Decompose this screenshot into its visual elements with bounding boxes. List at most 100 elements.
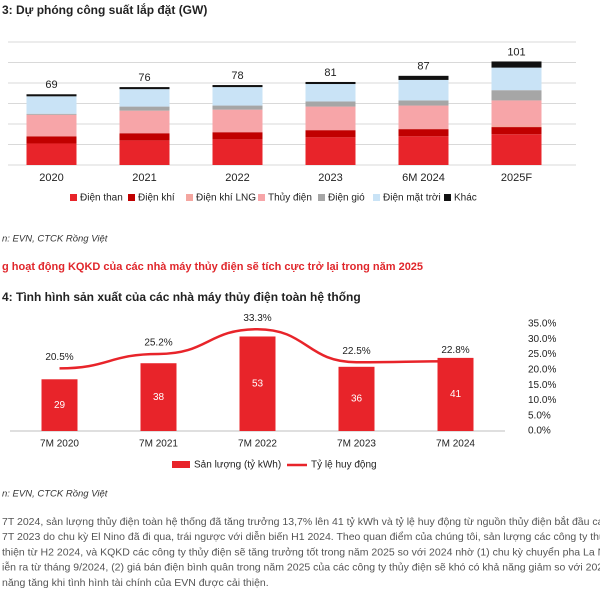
legend-label: Thủy điện: [268, 192, 312, 204]
legend-swatch: [373, 194, 380, 201]
x-tick-label: 2020: [39, 172, 63, 184]
paragraph-line: năng tăng khi tình hình tài chính của EV…: [2, 577, 269, 589]
y2-tick-label: 25.0%: [528, 349, 556, 360]
bar-segment: [491, 134, 542, 165]
x-tick-label: 7M 2020: [40, 439, 79, 450]
bar: [239, 336, 276, 431]
bar-segment: [491, 125, 542, 128]
x-tick-label: 2025F: [501, 172, 532, 184]
legend-swatch: [444, 194, 451, 201]
legend-label: Điện than: [80, 193, 123, 204]
legend-label: Điện khí: [138, 193, 175, 204]
x-tick-label: 7M 2021: [139, 439, 178, 450]
bar-segment: [119, 133, 170, 141]
bar-segment: [212, 109, 263, 133]
paragraph-line: thiện từ H2 2024, và KQKD các công ty th…: [2, 546, 600, 558]
bar-segment: [398, 129, 449, 137]
x-tick-label: 7M 2023: [337, 439, 376, 450]
paragraph-line: 7T 2023 do chu kỳ El Nino đã đi qua, trá…: [2, 530, 600, 543]
chart-title: 4: Tình hình sản xuất của các nhà máy th…: [2, 290, 361, 304]
bar: [437, 357, 474, 431]
total-label: 76: [138, 72, 150, 84]
bar-segment: [212, 87, 263, 106]
x-tick-label: 6M 2024: [402, 172, 445, 184]
line-label: 25.2%: [144, 338, 172, 349]
bar-segment: [26, 143, 77, 165]
bar-label: 53: [252, 378, 264, 389]
bar-segment: [398, 136, 449, 165]
bar: [338, 366, 375, 431]
legend-swatch: [128, 194, 135, 201]
bar-segment: [26, 136, 77, 144]
x-tick-label: 2023: [318, 172, 342, 184]
bar-segment: [119, 89, 170, 107]
legend-label: Điện mặt trời: [383, 193, 441, 204]
bar-segment: [491, 90, 542, 101]
paragraph-line: 7T 2024, sản lượng thủy điện toàn hệ thố…: [2, 515, 600, 528]
bar-segment: [26, 96, 77, 114]
bar-segment: [491, 127, 542, 135]
line-label: 22.8%: [441, 345, 469, 356]
bar-segment: [119, 140, 170, 165]
total-label: 69: [45, 79, 57, 91]
bar-segment: [305, 106, 356, 131]
bar-segment: [398, 100, 449, 106]
bar-label: 41: [450, 389, 462, 400]
x-tick-label: 2022: [225, 172, 249, 184]
legend-swatch: [258, 194, 265, 201]
bar-segment: [26, 113, 77, 115]
paragraph-line: iễn ra từ tháng 9/2024, (2) giá bán điện…: [2, 561, 600, 574]
bar-label: 29: [54, 400, 66, 411]
legend-label: Khác: [454, 193, 477, 204]
bar-segment: [305, 130, 356, 138]
legend-swatch: [186, 194, 193, 201]
line-label: 20.5%: [45, 352, 73, 363]
bar-segment: [26, 94, 77, 97]
y2-tick-label: 20.0%: [528, 364, 556, 375]
legend-label: Điện gió: [328, 193, 365, 204]
legend-label: Tỷ lệ huy động: [311, 459, 377, 471]
bar-label: 36: [351, 394, 363, 405]
bar: [140, 363, 177, 431]
total-label: 101: [507, 46, 525, 58]
bar-segment: [305, 137, 356, 165]
bar-segment: [305, 101, 356, 107]
y2-tick-label: 35.0%: [528, 319, 556, 330]
bar-label: 38: [153, 392, 165, 403]
bar-segment: [398, 105, 449, 130]
bar-segment: [119, 87, 170, 90]
legend-swatch: [70, 194, 77, 201]
legend-swatch: [318, 194, 325, 201]
y2-tick-label: 0.0%: [528, 426, 551, 437]
bar-segment: [119, 106, 170, 111]
chart-title: 3: Dự phóng công suất lắp đặt (GW): [2, 2, 207, 17]
bar: [41, 379, 78, 431]
bar-segment: [491, 67, 542, 91]
total-label: 81: [324, 67, 336, 79]
bar-segment: [305, 81, 356, 85]
bar-segment: [212, 105, 263, 110]
legend-swatch: [172, 461, 190, 468]
bar-segment: [26, 114, 77, 137]
total-label: 87: [417, 61, 429, 73]
y2-tick-label: 10.0%: [528, 395, 556, 406]
bar-segment: [212, 85, 263, 88]
y2-tick-label: 15.0%: [528, 380, 556, 391]
line: [59, 327, 456, 370]
bar-segment: [119, 110, 170, 134]
bar-segment: [305, 84, 356, 102]
line-label: 33.3%: [243, 313, 271, 324]
bar-segment: [212, 132, 263, 140]
bar-segment: [491, 100, 542, 126]
x-tick-label: 7M 2024: [436, 439, 475, 450]
total-label: 78: [231, 70, 243, 82]
x-tick-label: 2021: [132, 172, 156, 184]
legend-label: Điện khí LNG: [196, 193, 256, 204]
line-label: 22.5%: [342, 346, 370, 357]
x-tick-label: 7M 2022: [238, 439, 277, 450]
bar-segment: [491, 61, 542, 68]
bar-segment: [212, 139, 263, 165]
source: n: EVN, CTCK Rồng Việt: [2, 489, 108, 500]
legend-label: Sản lượng (tỷ kWh): [194, 459, 281, 471]
